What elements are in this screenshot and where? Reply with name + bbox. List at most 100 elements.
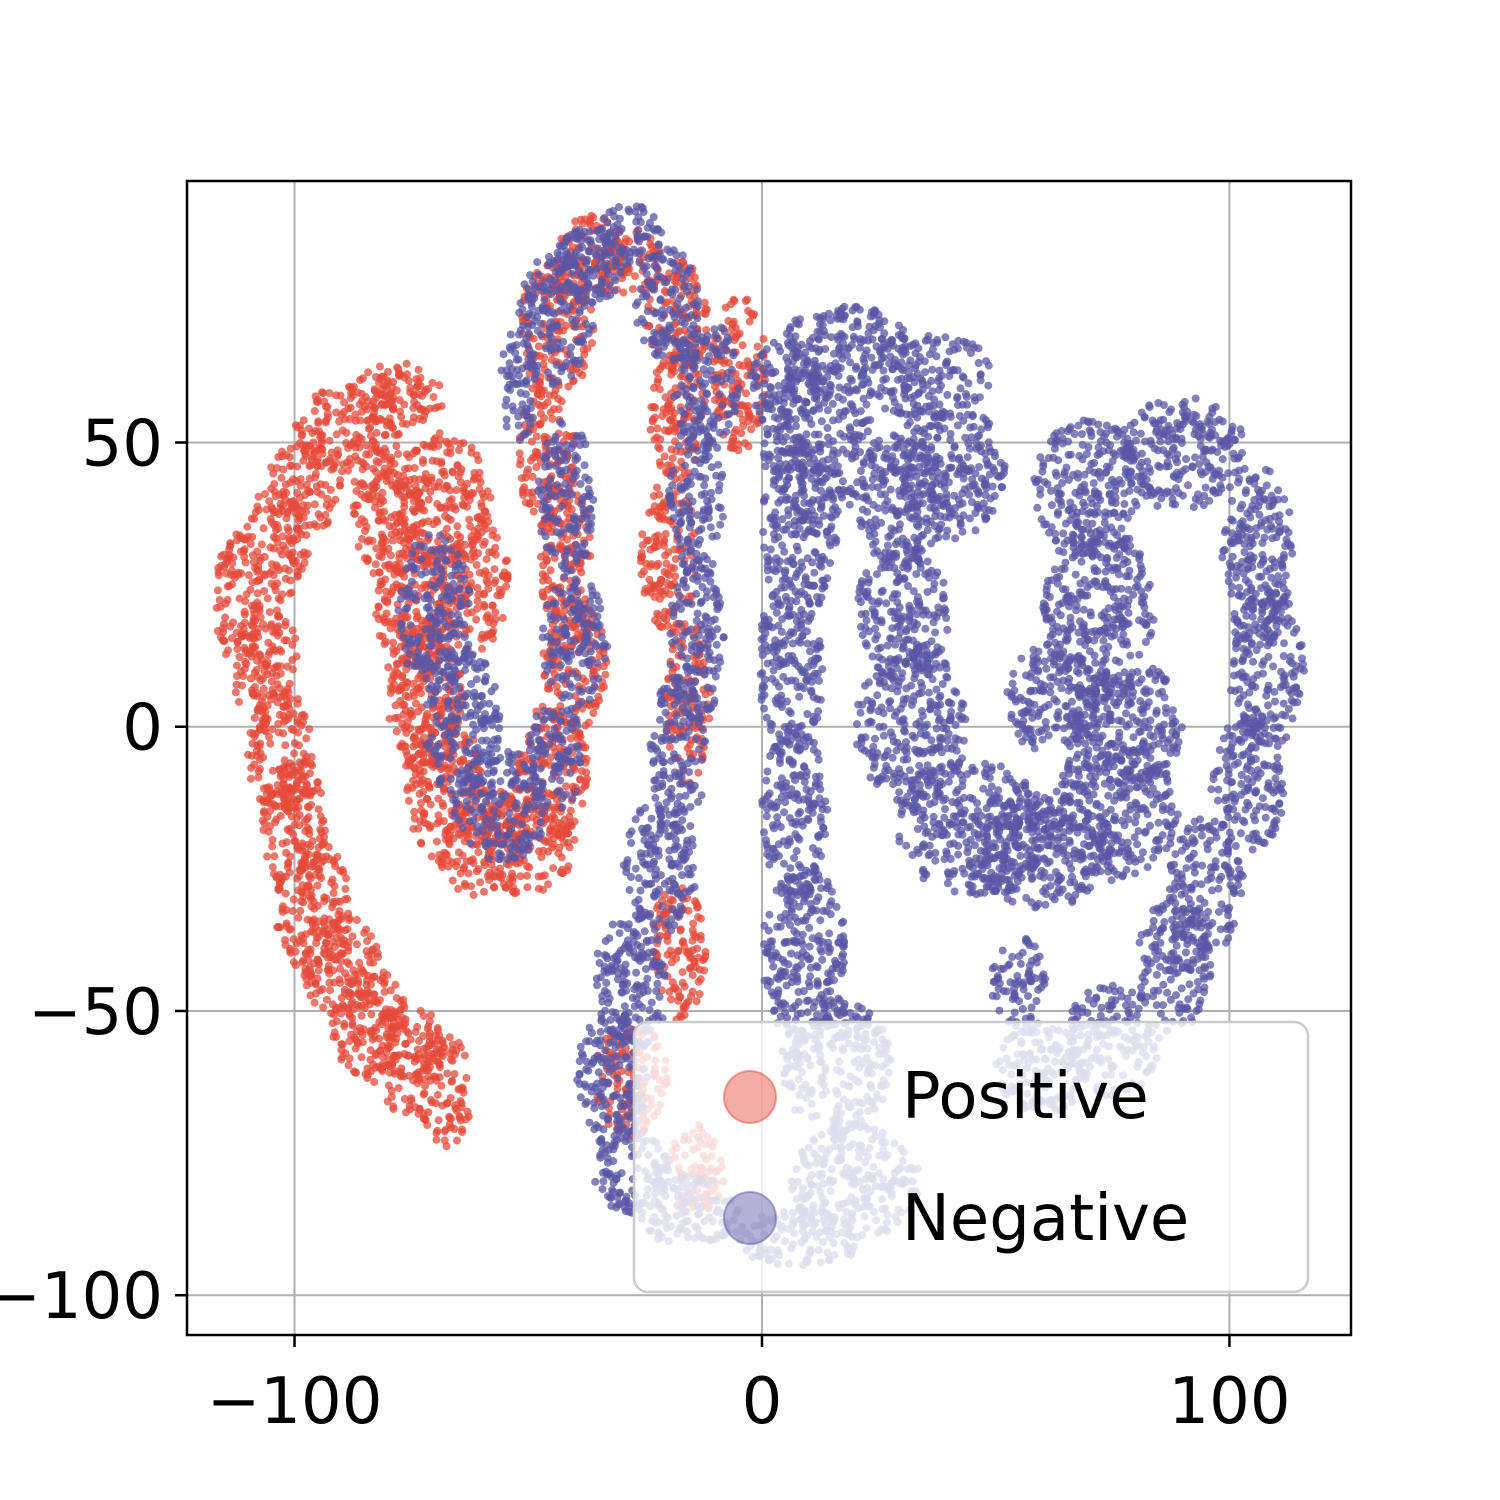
scatter-point	[390, 1067, 399, 1076]
scatter-point	[305, 488, 314, 497]
scatter-point	[283, 800, 292, 809]
scatter-point	[400, 572, 409, 581]
scatter-point	[282, 695, 291, 703]
scatter-point	[523, 883, 532, 892]
scatter-point	[525, 863, 534, 872]
scatter-point	[492, 533, 501, 542]
scatter-point	[431, 583, 440, 592]
scatter-point	[325, 978, 334, 987]
scatter-point	[434, 676, 443, 685]
scatter-point	[414, 707, 423, 716]
scatter-point	[294, 845, 303, 854]
scatter-point	[638, 530, 647, 539]
scatter-point	[259, 808, 268, 817]
scatter-point	[409, 391, 418, 400]
scatter-point	[406, 383, 415, 392]
scatter-point	[373, 953, 382, 961]
scatter-point	[473, 597, 482, 606]
scatter-point	[402, 359, 411, 368]
scatter-point	[240, 665, 249, 673]
scatter-point	[414, 365, 423, 374]
scatter-point	[404, 376, 413, 385]
scatter-point	[416, 777, 425, 786]
scatter-point	[413, 648, 422, 657]
scatter-point	[308, 837, 317, 846]
scatter-point	[721, 303, 730, 312]
scatter-point	[295, 821, 304, 830]
scatter-point	[326, 485, 335, 494]
scatter-point	[667, 958, 676, 967]
scatter-point	[744, 306, 753, 315]
scatter-point	[305, 521, 314, 530]
scatter-point	[417, 750, 426, 758]
scatter-point	[447, 495, 456, 504]
scatter-point	[407, 577, 416, 586]
scatter-point	[400, 1094, 409, 1103]
scatter-point	[467, 882, 476, 891]
scatter-point	[311, 980, 320, 989]
scatter-point	[314, 865, 323, 874]
scatter-point	[734, 446, 743, 455]
scatter-point	[441, 850, 450, 858]
scatter-point	[545, 837, 554, 846]
scatter-point	[646, 588, 655, 597]
scatter-point	[362, 441, 371, 450]
scatter-point	[325, 855, 334, 863]
scatter-point	[263, 662, 272, 671]
scatter-point	[387, 1086, 396, 1095]
scatter-point	[260, 587, 269, 595]
scatter-point	[274, 612, 283, 621]
scatter-point	[345, 1054, 354, 1063]
scatter-point	[332, 933, 341, 942]
scatter-point	[254, 492, 263, 501]
scatter-point	[366, 980, 375, 989]
scatter-point	[577, 767, 586, 776]
scatter-point	[442, 1142, 451, 1151]
scatter-point	[307, 902, 316, 911]
scatter-point	[268, 863, 277, 872]
scatter-point	[479, 887, 488, 896]
scatter-point	[676, 992, 685, 1001]
scatter-point	[263, 594, 272, 603]
scatter-point	[286, 852, 295, 861]
scatter-point	[422, 712, 431, 721]
scatter-point	[655, 385, 664, 394]
scatter-point	[307, 885, 315, 894]
scatter-point	[435, 429, 444, 438]
scatter-point	[400, 498, 409, 507]
scatter-point	[585, 216, 594, 225]
scatter-point	[305, 462, 314, 470]
scatter-point	[402, 564, 411, 573]
scatter-point	[354, 542, 363, 551]
scatter-point	[295, 811, 304, 820]
scatter-point	[644, 536, 653, 545]
scatter-point	[435, 1031, 444, 1040]
scatter-point	[380, 431, 389, 440]
scatter-point	[485, 875, 494, 884]
scatter-point	[661, 530, 670, 538]
scatter-point	[385, 1036, 394, 1045]
scatter-point	[313, 955, 322, 964]
scatter-point	[256, 764, 264, 773]
scatter-point	[439, 787, 448, 796]
scatter-point	[338, 1053, 347, 1062]
scatter-point	[355, 958, 364, 967]
scatter-point	[313, 462, 322, 471]
scatter-point	[434, 1116, 443, 1125]
scatter-point	[433, 1126, 442, 1135]
scatter-point	[246, 540, 255, 548]
scatter-point	[266, 806, 275, 815]
scatter-point	[427, 1098, 436, 1107]
scatter-point	[655, 579, 664, 588]
scatter-point	[478, 644, 486, 653]
scatter-point	[352, 940, 361, 949]
scatter-point	[416, 1006, 425, 1015]
scatter-point	[286, 759, 294, 768]
scatter-point	[286, 444, 295, 453]
scatter-point	[469, 859, 478, 868]
scatter-point	[321, 418, 330, 427]
scatter-point	[351, 410, 360, 419]
scatter-point	[336, 964, 344, 973]
scatter-point	[214, 563, 223, 572]
scatter-point	[525, 499, 534, 508]
